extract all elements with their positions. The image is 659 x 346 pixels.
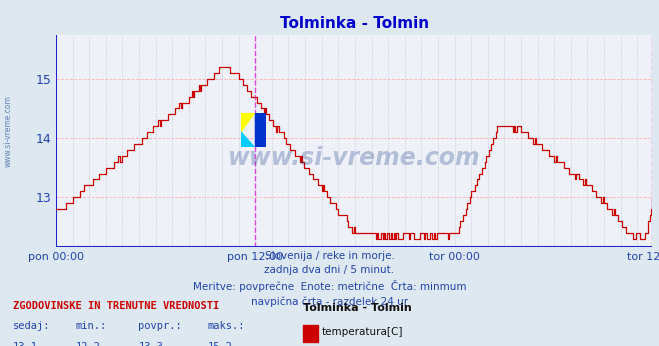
Text: 13,3: 13,3 xyxy=(138,342,163,346)
Text: 13,1: 13,1 xyxy=(13,342,38,346)
Polygon shape xyxy=(241,113,254,132)
Text: www.si-vreme.com: www.si-vreme.com xyxy=(3,95,13,167)
Polygon shape xyxy=(241,132,254,147)
Bar xyxy=(303,325,318,342)
Text: Slovenija / reke in morje.
zadnja dva dni / 5 minut.
Meritve: povprečne  Enote: : Slovenija / reke in morje. zadnja dva dn… xyxy=(192,251,467,307)
Text: min.:: min.: xyxy=(76,321,107,331)
Text: www.si-vreme.com: www.si-vreme.com xyxy=(228,146,480,170)
Text: temperatura[C]: temperatura[C] xyxy=(322,327,403,337)
Polygon shape xyxy=(254,113,266,147)
Text: 12,2: 12,2 xyxy=(76,342,101,346)
Text: povpr.:: povpr.: xyxy=(138,321,182,331)
Text: ZGODOVINSKE IN TRENUTNE VREDNOSTI: ZGODOVINSKE IN TRENUTNE VREDNOSTI xyxy=(13,301,219,311)
Text: sedaj:: sedaj: xyxy=(13,321,51,331)
Text: Tolminka - Tolmin: Tolminka - Tolmin xyxy=(303,303,412,313)
Title: Tolminka - Tolmin: Tolminka - Tolmin xyxy=(279,16,429,31)
Text: maks.:: maks.: xyxy=(208,321,245,331)
Text: 15,2: 15,2 xyxy=(208,342,233,346)
